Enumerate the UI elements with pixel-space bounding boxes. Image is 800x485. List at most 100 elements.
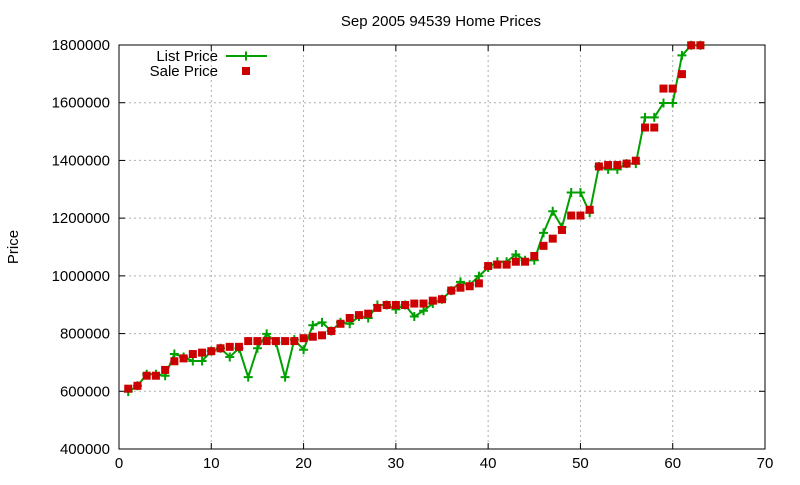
- data-point-sale-price: [576, 211, 585, 220]
- data-point-sale-price: [511, 257, 520, 266]
- data-point-sale-price: [659, 84, 668, 93]
- data-point-sale-price: [170, 357, 179, 366]
- data-point-sale-price: [308, 332, 317, 341]
- data-point-sale-price: [318, 331, 327, 340]
- y-tick-label: 800000: [60, 326, 110, 343]
- data-point-list-price: [262, 329, 272, 339]
- data-point-list-price: [169, 349, 179, 359]
- data-point-sale-price: [161, 365, 170, 374]
- y-tick-label: 1400000: [52, 152, 110, 169]
- data-point-sale-price: [327, 326, 336, 335]
- y-tick-label: 1800000: [52, 37, 110, 54]
- y-tick-label: 1200000: [52, 210, 110, 227]
- data-point-sale-price: [124, 384, 133, 393]
- legend-marker-list-price: [241, 51, 251, 61]
- data-point-sale-price: [142, 371, 151, 380]
- x-tick-label: 30: [388, 455, 405, 472]
- data-point-sale-price: [336, 319, 345, 328]
- data-point-sale-price: [391, 301, 400, 310]
- data-point-sale-price: [207, 347, 216, 356]
- x-tick-label: 70: [757, 455, 774, 472]
- data-point-sale-price: [557, 225, 566, 234]
- data-point-sale-price: [133, 381, 142, 390]
- data-point-sale-price: [474, 279, 483, 288]
- data-point-sale-price: [345, 313, 354, 322]
- data-point-sale-price: [299, 334, 308, 343]
- data-point-sale-price: [622, 159, 631, 168]
- x-tick-label: 0: [115, 455, 123, 472]
- data-point-list-price: [225, 352, 235, 362]
- data-point-sale-price: [290, 337, 299, 346]
- data-point-sale-price: [151, 371, 160, 380]
- data-point-sale-price: [668, 84, 677, 93]
- data-point-sale-price: [216, 344, 225, 353]
- data-point-sale-price: [225, 342, 234, 351]
- data-point-sale-price: [677, 70, 686, 79]
- data-point-list-price: [419, 306, 429, 316]
- data-point-sale-price: [244, 337, 253, 346]
- tick-layer: 0 10 20 30 40 50 60 70 400000 600000 800000 1000000…: [52, 37, 774, 472]
- data-point-sale-price: [521, 257, 530, 266]
- data-point-sale-price: [253, 337, 262, 346]
- x-tick-label: 50: [572, 455, 589, 472]
- data-point-list-price: [511, 250, 521, 260]
- data-point-sale-price: [382, 301, 391, 310]
- data-point-sale-price: [484, 262, 493, 271]
- data-point-sale-price: [548, 234, 557, 243]
- data-point-sale-price: [364, 309, 373, 318]
- data-point-sale-price: [447, 286, 456, 295]
- grid-layer: [119, 45, 765, 449]
- data-point-list-price: [539, 228, 549, 238]
- data-point-list-price: [243, 372, 253, 382]
- chart-title: Sep 2005 94539 Home Prices: [341, 13, 541, 30]
- data-point-list-price: [280, 372, 290, 382]
- data-point-list-price: [197, 356, 207, 366]
- data-point-sale-price: [604, 161, 613, 170]
- data-point-sale-price: [419, 299, 428, 308]
- data-point-sale-price: [594, 162, 603, 171]
- data-point-list-price: [668, 98, 678, 108]
- data-point-list-price: [474, 271, 484, 281]
- data-point-sale-price: [373, 303, 382, 312]
- data-point-list-price: [252, 343, 262, 353]
- data-point-list-price: [566, 187, 576, 197]
- data-point-sale-price: [530, 251, 539, 260]
- data-point-sale-price: [641, 123, 650, 132]
- data-point-sale-price: [650, 123, 659, 132]
- y-tick-label: 1600000: [52, 95, 110, 112]
- plot-frame: [118, 44, 766, 450]
- data-point-sale-price: [198, 348, 207, 357]
- data-point-sale-price: [567, 211, 576, 220]
- data-point-list-price: [575, 187, 585, 197]
- data-point-sale-price: [687, 41, 696, 50]
- data-point-sale-price: [428, 296, 437, 305]
- data-point-sale-price: [188, 350, 197, 359]
- x-tick-label: 10: [203, 455, 220, 472]
- data-point-list-price: [658, 98, 668, 108]
- data-point-list-price: [308, 320, 318, 330]
- y-axis-label: Price: [5, 230, 22, 264]
- x-tick-label: 40: [480, 455, 497, 472]
- data-point-list-price: [317, 317, 327, 327]
- data-point-sale-price: [456, 283, 465, 292]
- data-point-list-price: [548, 206, 558, 216]
- data-point-sale-price: [179, 354, 188, 363]
- data-point-list-price: [409, 312, 419, 322]
- legend-marker-sale-price: [242, 67, 250, 75]
- y-tick-label: 1000000: [52, 268, 110, 285]
- data-point-sale-price: [262, 337, 271, 346]
- series-layer: [123, 40, 705, 397]
- data-point-sale-price: [502, 260, 511, 269]
- data-point-sale-price: [493, 260, 502, 269]
- data-point-sale-price: [401, 301, 410, 310]
- data-point-sale-price: [631, 156, 640, 165]
- data-point-list-price: [640, 112, 650, 122]
- data-point-sale-price: [539, 241, 548, 250]
- legend-label-list-price: List Price: [156, 48, 218, 65]
- data-point-list-price: [677, 50, 687, 60]
- legend-label-sale-price: Sale Price: [150, 63, 218, 80]
- x-tick-label: 60: [664, 455, 681, 472]
- y-tick-label: 600000: [60, 383, 110, 400]
